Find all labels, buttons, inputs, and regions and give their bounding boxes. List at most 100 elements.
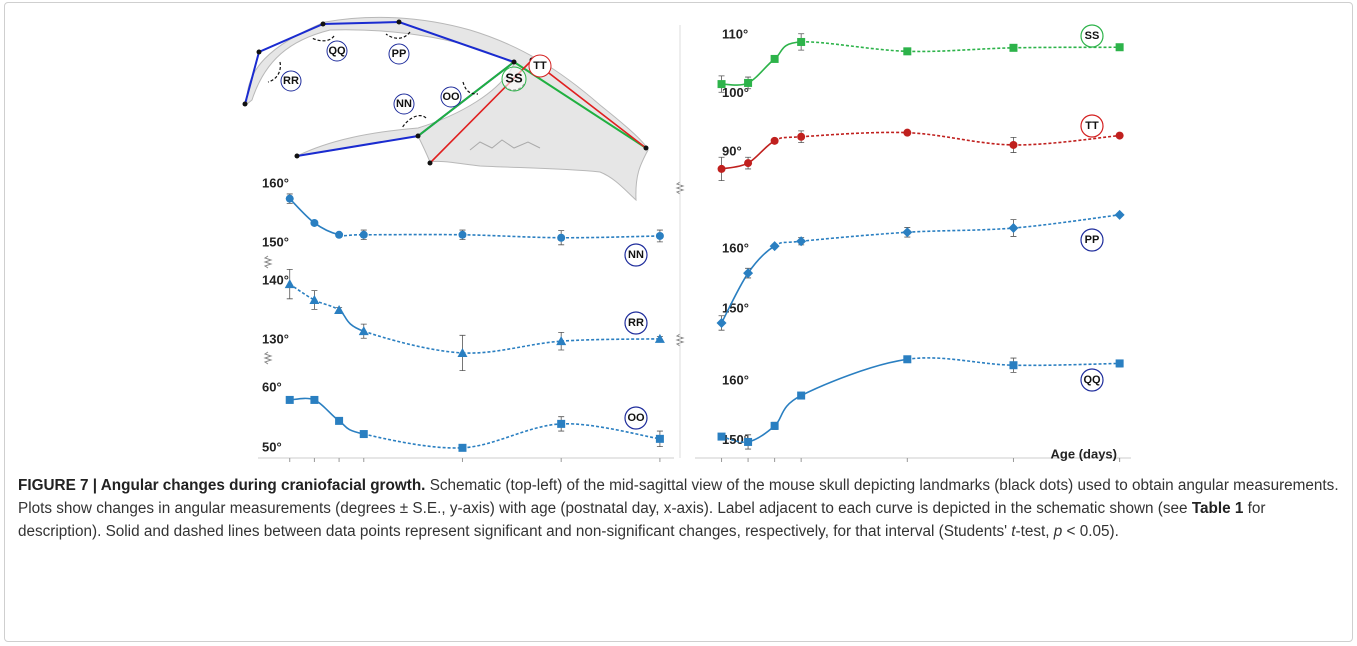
y-tick-label: 110° [722,26,748,41]
y-tick-label: 100° [722,85,749,100]
line-segment [748,246,775,273]
x-tick-label: 112 [1109,467,1130,470]
marker [310,396,318,404]
legend-label: PP [1085,234,1100,246]
schematic-label: QQ [328,45,346,57]
schematic-label: OO [442,91,460,103]
marker [902,227,912,237]
marker [744,159,752,167]
line-segment [462,341,561,353]
line-segment [1013,215,1119,228]
y-tick-label: 160° [262,175,289,190]
line-segment [1013,363,1119,365]
caption-text: < 0.05). [1062,523,1119,540]
legend-label: QQ [1083,374,1101,386]
marker [458,231,466,239]
marker [557,234,565,242]
schematic-label: SS [505,70,523,85]
marker [717,318,727,328]
line-segment [907,48,1013,52]
marker [335,231,343,239]
marker [1116,132,1124,140]
line-segment [290,199,315,223]
skull-schematic: RR QQ PP OO NN SS TT [243,17,649,200]
x-tick-label: 7 [718,467,725,470]
line-segment [907,358,1013,365]
line-segment [1013,136,1119,145]
marker [557,420,565,428]
marker [771,137,779,145]
line-segment [775,137,802,141]
marker [309,295,319,304]
line-segment [907,133,1013,145]
line-segment [801,42,907,51]
marker [458,444,466,452]
marker [1116,359,1124,367]
marker [796,236,806,246]
caption-text: Table 1 [1192,500,1244,517]
marker [797,133,805,141]
x-tick-label: 28 [357,467,371,470]
y-tick-label: 60° [262,379,282,394]
marker [797,392,805,400]
y-tick-label: 50° [262,439,282,454]
marker [335,417,343,425]
marker [286,396,294,404]
marker [1009,44,1017,52]
x-tick-label: 56 [455,467,469,470]
line-segment [314,300,339,310]
marker [1008,223,1018,233]
caption-title: FIGURE 7 | Angular changes during cranio… [18,477,425,494]
marker [744,79,752,87]
page: RR QQ PP OO NN SS TT 150°160°NN130°140°R… [0,0,1357,646]
y-tick-label: 160° [722,241,749,256]
x-axis-label: Age (days) [1051,446,1117,461]
y-tick-label: 160° [722,373,749,388]
line-segment [1013,47,1119,48]
marker [718,433,726,441]
line-segment [722,163,749,169]
x-tick-label: 14 [741,467,756,470]
line-segment [561,424,660,439]
schematic-label: NN [396,98,412,110]
line-segment [775,396,802,426]
skull-outline [247,17,648,200]
legend-label: OO [627,412,645,424]
schematic-label: PP [392,48,407,60]
marker [903,47,911,55]
marker [718,165,726,173]
line-segment [907,228,1013,232]
line-segment [801,132,907,136]
caption: FIGURE 7 | Angular changes during cranio… [18,474,1340,543]
y-tick-label: 150° [262,234,289,249]
marker [903,129,911,137]
legend-label: RR [628,317,644,329]
x-tick-label: 28 [794,467,808,470]
marker [655,334,665,343]
marker [771,422,779,430]
figure: RR QQ PP OO NN SS TT 150°160°NN130°140°R… [0,0,1357,470]
marker [334,305,344,314]
line-segment [801,359,907,395]
line-segment [462,424,561,448]
line-segment [314,223,339,235]
marker [1009,141,1017,149]
x-tick-label: 14 [307,467,322,470]
marker [770,241,780,251]
line-segment [561,236,660,238]
legend-label: SS [1085,30,1100,42]
line-segment [748,141,775,163]
marker [286,195,294,203]
line-segment [364,434,463,448]
marker [310,219,318,227]
marker [903,355,911,363]
marker [360,430,368,438]
x-tick-label: 84 [554,467,569,470]
line-segment [462,235,561,238]
y-tick-label: 140° [262,273,289,288]
y-tick-label: 90° [722,143,742,158]
schematic-label: TT [533,60,547,72]
marker [743,268,753,278]
marker [718,80,726,88]
legend-label: NN [628,249,644,261]
